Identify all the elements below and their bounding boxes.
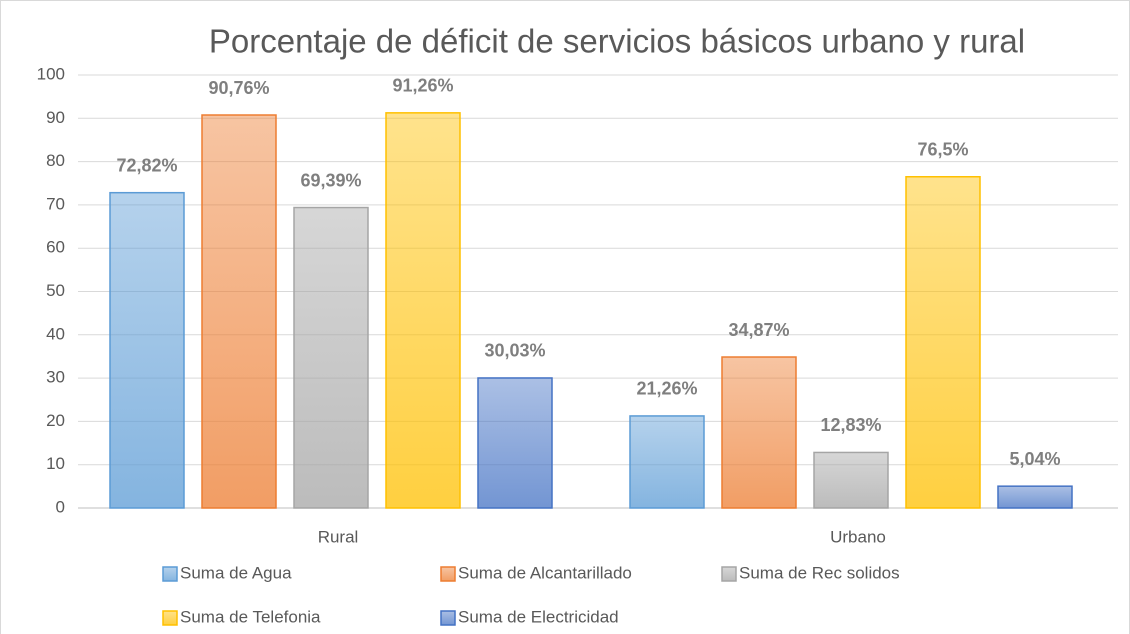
y-tick-label: 100 xyxy=(37,64,65,83)
data-label: 91,26% xyxy=(392,76,453,96)
legend-label: Suma de Telefonia xyxy=(180,607,321,626)
legend-swatch xyxy=(440,610,456,626)
y-tick-label: 90 xyxy=(46,108,65,127)
bar xyxy=(385,112,461,509)
y-tick-label: 0 xyxy=(56,497,65,516)
bar xyxy=(997,485,1073,509)
y-tick-label: 10 xyxy=(46,454,65,473)
y-tick-label: 60 xyxy=(46,238,65,257)
data-label: 76,5% xyxy=(917,140,968,160)
legend-label: Suma de Agua xyxy=(180,563,292,582)
y-tick-label: 50 xyxy=(46,281,65,300)
bar xyxy=(905,176,981,509)
data-label: 12,83% xyxy=(820,415,881,435)
bar xyxy=(201,114,277,509)
y-tick-label: 40 xyxy=(46,324,65,343)
legend-swatch xyxy=(162,566,178,582)
legend-label: Suma de Alcantarillado xyxy=(458,563,632,582)
data-label: 69,39% xyxy=(300,170,361,190)
data-label: 90,76% xyxy=(208,78,269,98)
y-tick-label: 70 xyxy=(46,194,65,213)
data-label: 30,03% xyxy=(484,341,545,361)
legend-label: Suma de Rec solidos xyxy=(739,563,900,582)
bar xyxy=(477,377,553,509)
bar xyxy=(813,451,889,509)
bar xyxy=(109,191,185,509)
legend-swatch xyxy=(721,566,737,582)
data-label: 5,04% xyxy=(1009,449,1060,469)
x-tick-label: Urbano xyxy=(830,527,886,546)
y-tick-label: 80 xyxy=(46,151,65,170)
data-label: 34,87% xyxy=(728,320,789,340)
legend-swatch xyxy=(440,566,456,582)
data-label: 21,26% xyxy=(636,379,697,399)
y-tick-label: 30 xyxy=(46,368,65,387)
y-tick-label: 20 xyxy=(46,411,65,430)
chart-title: Porcentaje de déficit de servicios básic… xyxy=(209,23,1025,60)
data-label: 72,82% xyxy=(116,155,177,175)
x-tick-label: Rural xyxy=(318,527,359,546)
legend-label: Suma de Electricidad xyxy=(458,607,619,626)
bar xyxy=(629,415,705,509)
bar xyxy=(721,356,797,509)
legend-swatch xyxy=(162,610,178,626)
bar xyxy=(293,206,369,509)
